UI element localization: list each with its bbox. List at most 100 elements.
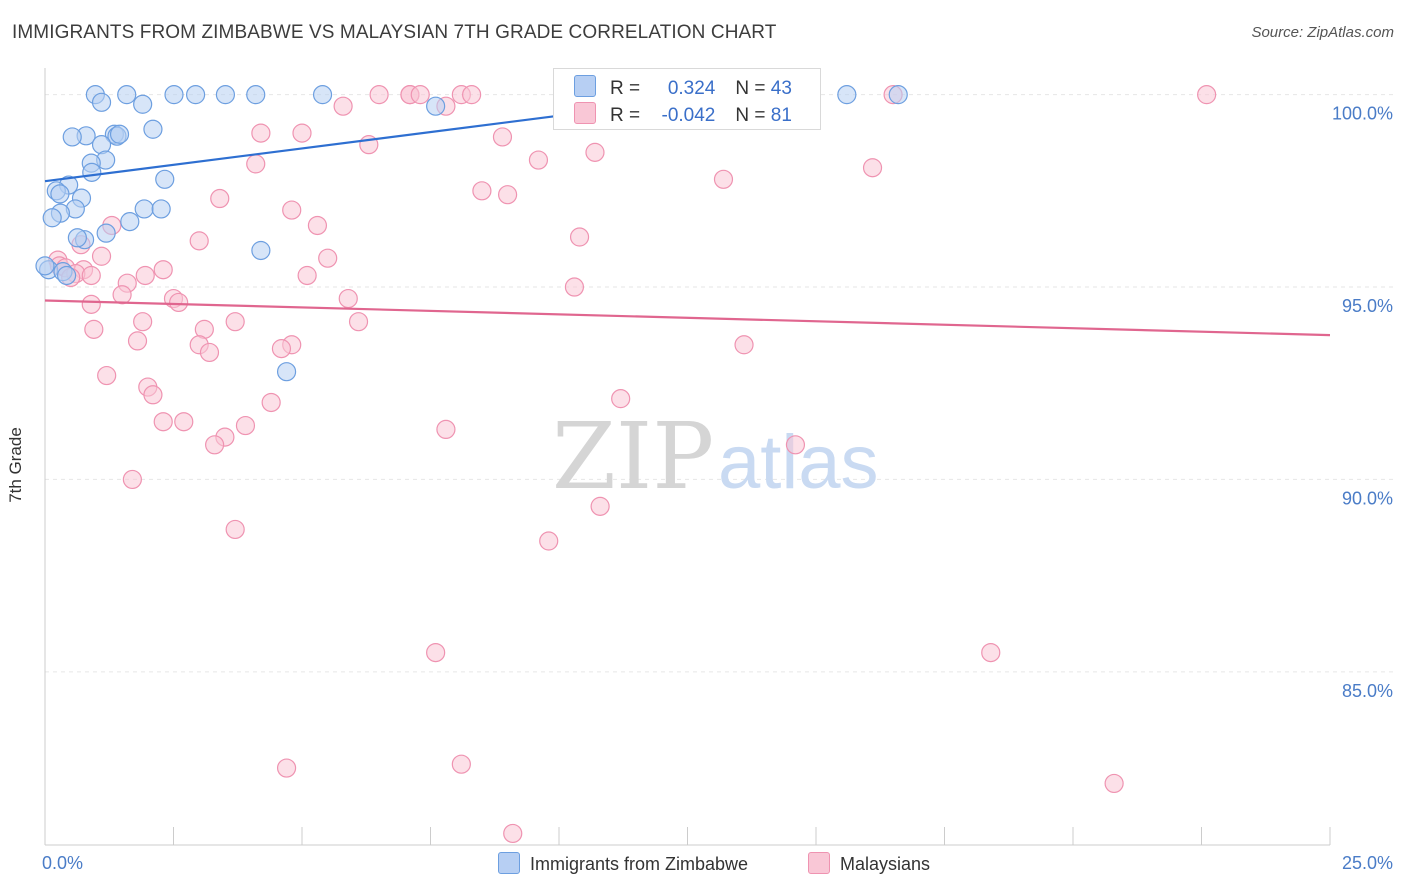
zimbabwe-point: [35, 256, 55, 276]
malaysian-point: [282, 200, 302, 220]
legend-row-malaysians: R = -0.042 N = 81: [574, 102, 792, 126]
zimbabwe-point: [91, 92, 112, 112]
legend-swatch-blue: [574, 75, 596, 97]
malaysian-point: [498, 185, 518, 205]
watermark: ZIP atlas: [552, 403, 879, 510]
malaysian-point: [492, 127, 513, 147]
malaysian-point: [210, 188, 230, 209]
legend-n-value: 43: [770, 78, 792, 99]
malaysian-point: [235, 415, 256, 436]
malaysian-point: [225, 519, 245, 540]
malaysian-point: [127, 331, 148, 351]
zimbabwe-point: [151, 199, 171, 219]
malaysian-point: [153, 412, 173, 432]
malaysian-point: [410, 85, 430, 105]
chart-source: Source: ZipAtlas.com: [1251, 24, 1394, 41]
malaysian-point: [135, 265, 155, 286]
watermark-zip: ZIP: [552, 403, 714, 510]
malaysian-point: [318, 248, 338, 268]
zimbabwe-point: [120, 212, 140, 232]
x-tick-label-end: 25.0%: [1342, 853, 1393, 873]
malaysian-point: [1104, 773, 1124, 794]
legend-r-label: R =: [610, 78, 646, 99]
legend-n-value: 81: [770, 105, 792, 126]
legend-swatch-pink: [574, 102, 596, 124]
malaysian-point: [189, 231, 209, 251]
zimbabwe-point: [426, 96, 446, 116]
zimbabwe-point: [56, 265, 77, 286]
legend-row-zimbabwe: R = 0.324 N = 43: [574, 75, 792, 99]
malaysian-point: [246, 154, 266, 174]
zimbabwe-point: [42, 208, 62, 228]
malaysian-point: [199, 342, 220, 363]
malaysian-point: [271, 339, 292, 359]
zimbabwe-point: [62, 127, 82, 147]
legend-box: R = 0.324 N = 43 R = -0.042 N = 81: [553, 68, 821, 130]
zimbabwe-point: [276, 362, 297, 382]
malaysian-point: [143, 385, 163, 405]
malaysian-point: [734, 335, 754, 355]
malaysian-point: [590, 496, 610, 516]
zimbabwe-points: [35, 85, 908, 382]
malaysian-point: [462, 85, 482, 105]
y-tick-label: 85.0%: [1342, 681, 1393, 701]
malaysian-point: [503, 823, 523, 844]
malaysian-point: [225, 312, 245, 332]
legend-r-value: 0.324: [667, 78, 716, 99]
zimbabwe-point: [96, 223, 116, 243]
malaysian-point: [174, 412, 194, 432]
malaysian-point: [569, 227, 590, 247]
malaysian-point: [251, 123, 271, 143]
malaysian-point: [539, 531, 559, 551]
y-tick-label: 100.0%: [1332, 104, 1393, 124]
tick-labels: 100.0% 95.0% 90.0% 85.0% 0.0% 25.0%: [42, 104, 1393, 873]
malaysian-point: [81, 265, 101, 286]
y-tick-label: 95.0%: [1342, 296, 1393, 316]
bottom-legend-malaysians: Malaysians: [808, 852, 930, 875]
zimbabwe-point: [134, 199, 154, 219]
malaysian-point: [169, 292, 189, 313]
malaysian-point: [84, 319, 104, 339]
bottom-legend-swatch-blue: [498, 852, 520, 874]
legend-n-label: N =: [735, 78, 771, 99]
malaysian-point: [528, 150, 549, 170]
zimbabwe-point: [837, 85, 857, 105]
malaysian-point: [713, 169, 734, 189]
malaysian-point: [338, 288, 358, 309]
malaysian-point: [307, 215, 328, 236]
malaysian-point: [122, 469, 142, 490]
zimbabwe-point: [186, 85, 206, 105]
malaysian-point: [369, 85, 389, 105]
watermark-atlas: atlas: [718, 420, 879, 505]
malaysian-point: [97, 365, 117, 386]
malaysian-point: [862, 158, 883, 178]
malaysian-point: [261, 392, 281, 413]
zimbabwe-point: [143, 119, 163, 139]
zimbabwe-point: [155, 169, 175, 189]
legend-r-value: -0.042: [661, 105, 716, 126]
bottom-legend-label: Immigrants from Zimbabwe: [530, 854, 749, 874]
bottom-legend-zimbabwe: Immigrants from Zimbabwe: [498, 852, 748, 875]
malaysian-point: [585, 142, 605, 162]
malaysian-point: [81, 294, 101, 314]
malaysian-point: [348, 312, 369, 332]
zimbabwe-point: [246, 85, 266, 105]
malaysian-point: [153, 260, 173, 280]
legend-n-label: N =: [735, 105, 771, 126]
zimbabwe-point: [251, 240, 271, 261]
chart-title: IMMIGRANTS FROM ZIMBABWE VS MALAYSIAN 7T…: [12, 22, 777, 43]
zimbabwe-point: [312, 85, 333, 105]
zimbabwe-point: [164, 85, 184, 105]
zimbabwe-point: [50, 184, 70, 204]
zimbabwe-point: [82, 162, 102, 182]
zimbabwe-point: [133, 94, 153, 114]
malaysian-point: [785, 435, 806, 455]
zimbabwe-point: [215, 85, 236, 105]
axes: [44, 68, 1331, 846]
malaysian-point: [611, 389, 631, 409]
malaysian-point: [564, 277, 585, 297]
malaysian-point: [333, 96, 353, 116]
malaysian-point: [112, 285, 132, 305]
malaysian-point: [436, 419, 456, 440]
